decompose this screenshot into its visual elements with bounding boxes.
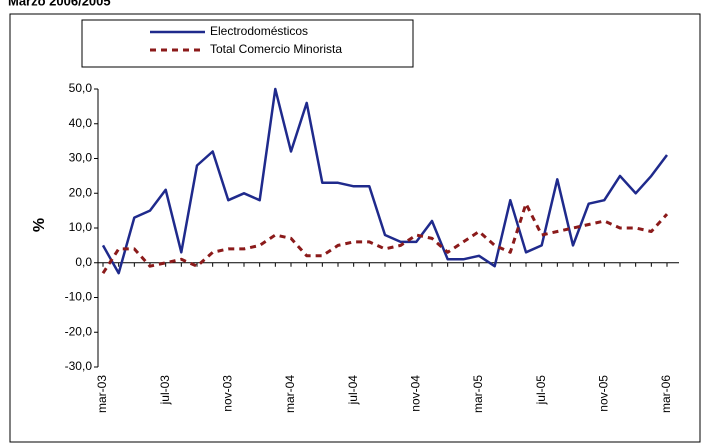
x-tick-label: jul-03: [158, 375, 172, 406]
y-tick-label: 40,0: [69, 116, 93, 130]
y-tick-label: 10,0: [69, 220, 93, 234]
series-line: [101, 87, 668, 275]
x-tick-label: mar-05: [471, 375, 485, 413]
x-tick-label: mar-06: [659, 375, 673, 413]
y-axis-label: %: [31, 218, 48, 232]
x-tick-label: jul-04: [346, 375, 360, 406]
x-tick-label: mar-03: [95, 375, 109, 413]
y-tick-label: 20,0: [69, 185, 93, 199]
x-tick-label: jul-05: [534, 375, 548, 406]
x-tick-label: nov-03: [221, 375, 235, 412]
y-tick-label: -20,0: [65, 324, 93, 338]
x-tick-label: mar-04: [283, 375, 297, 413]
chart-frame: [9, 13, 701, 443]
y-tick-label: 30,0: [69, 151, 93, 165]
x-tick-label: nov-05: [597, 375, 611, 412]
y-tick-label: 0,0: [75, 255, 92, 269]
legend: [81, 19, 414, 68]
x-tick-label: nov-04: [409, 375, 423, 412]
chart-title: Marzo 2006/2005: [8, 0, 111, 8]
legend-label: Total Comercio Minorista: [210, 42, 342, 56]
legend-label: Electrodomésticos: [210, 24, 308, 38]
y-tick-label: -10,0: [65, 290, 93, 304]
y-tick-label: -30,0: [65, 359, 93, 373]
y-tick-label: 50,0: [69, 81, 93, 95]
